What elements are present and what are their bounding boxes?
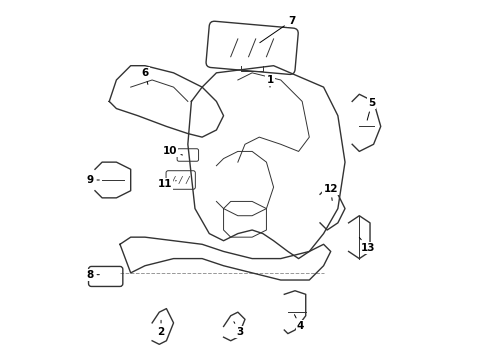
Text: 7: 7 [260, 16, 295, 43]
Text: 10: 10 [163, 147, 182, 157]
Text: 1: 1 [267, 75, 273, 87]
Text: 12: 12 [323, 184, 338, 201]
Text: 11: 11 [157, 179, 176, 189]
Text: 8: 8 [86, 270, 99, 280]
Text: 3: 3 [234, 322, 243, 337]
Text: 5: 5 [367, 98, 375, 120]
FancyBboxPatch shape [166, 171, 196, 189]
FancyBboxPatch shape [206, 21, 298, 75]
FancyBboxPatch shape [89, 266, 123, 287]
Text: 4: 4 [294, 315, 304, 332]
FancyBboxPatch shape [177, 149, 198, 161]
Text: 9: 9 [86, 175, 99, 185]
Text: 13: 13 [359, 238, 375, 253]
Text: 6: 6 [141, 68, 148, 85]
Text: 2: 2 [157, 320, 165, 337]
